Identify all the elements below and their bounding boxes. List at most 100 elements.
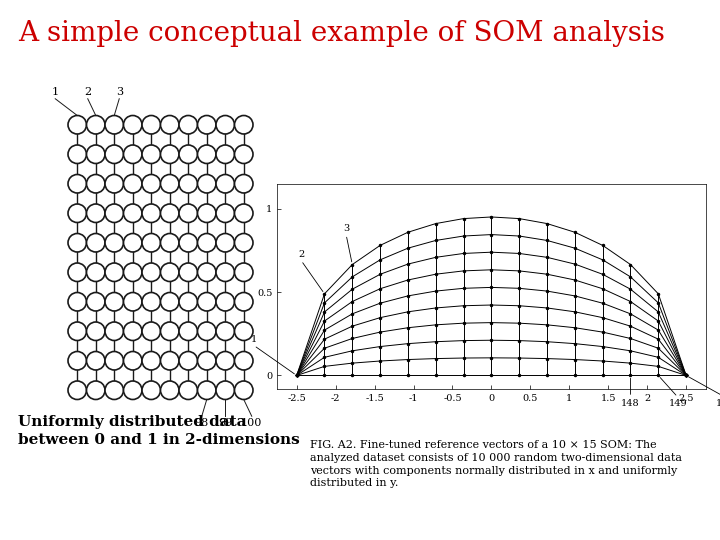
Circle shape <box>179 263 197 281</box>
Text: 3: 3 <box>116 87 123 97</box>
Circle shape <box>161 263 179 281</box>
Circle shape <box>124 322 142 341</box>
Circle shape <box>124 293 142 311</box>
Circle shape <box>179 352 197 370</box>
Circle shape <box>142 116 161 134</box>
Circle shape <box>197 263 216 281</box>
Circle shape <box>235 322 253 341</box>
Circle shape <box>179 293 197 311</box>
Circle shape <box>235 174 253 193</box>
Circle shape <box>179 381 197 400</box>
Circle shape <box>161 233 179 252</box>
Circle shape <box>124 116 142 134</box>
Circle shape <box>197 352 216 370</box>
Circle shape <box>142 233 161 252</box>
Circle shape <box>197 174 216 193</box>
Circle shape <box>161 381 179 400</box>
Circle shape <box>179 204 197 222</box>
Circle shape <box>86 145 105 164</box>
Circle shape <box>68 204 86 222</box>
Circle shape <box>124 352 142 370</box>
Circle shape <box>86 204 105 222</box>
Circle shape <box>197 204 216 222</box>
Circle shape <box>124 145 142 164</box>
Text: 3: 3 <box>343 224 349 233</box>
Circle shape <box>105 233 124 252</box>
Circle shape <box>142 322 161 341</box>
Circle shape <box>105 381 124 400</box>
Circle shape <box>105 145 124 164</box>
Circle shape <box>68 116 86 134</box>
Circle shape <box>235 116 253 134</box>
Circle shape <box>68 293 86 311</box>
Circle shape <box>161 174 179 193</box>
Circle shape <box>142 145 161 164</box>
Circle shape <box>197 116 216 134</box>
Circle shape <box>216 145 235 164</box>
Circle shape <box>68 322 86 341</box>
Circle shape <box>68 174 86 193</box>
Text: A simple conceptual example of SOM analysis: A simple conceptual example of SOM analy… <box>18 20 665 47</box>
Circle shape <box>216 233 235 252</box>
Circle shape <box>235 293 253 311</box>
Circle shape <box>86 233 105 252</box>
Circle shape <box>216 322 235 341</box>
Circle shape <box>124 233 142 252</box>
Circle shape <box>124 381 142 400</box>
Circle shape <box>161 145 179 164</box>
Circle shape <box>124 204 142 222</box>
Circle shape <box>235 263 253 281</box>
Text: FIG. A2. Fine-tuned reference vectors of a 10 × 15 SOM: The
analyzed dataset con: FIG. A2. Fine-tuned reference vectors of… <box>310 440 682 488</box>
Circle shape <box>161 204 179 222</box>
Circle shape <box>105 263 124 281</box>
Circle shape <box>216 293 235 311</box>
Circle shape <box>216 352 235 370</box>
Circle shape <box>161 352 179 370</box>
Circle shape <box>197 145 216 164</box>
Circle shape <box>142 352 161 370</box>
Circle shape <box>161 116 179 134</box>
Circle shape <box>142 174 161 193</box>
Circle shape <box>216 263 235 281</box>
Text: 100: 100 <box>241 418 262 428</box>
Circle shape <box>235 233 253 252</box>
Circle shape <box>86 293 105 311</box>
Circle shape <box>68 145 86 164</box>
Circle shape <box>161 322 179 341</box>
Circle shape <box>68 381 86 400</box>
Circle shape <box>68 233 86 252</box>
Circle shape <box>86 116 105 134</box>
Circle shape <box>105 293 124 311</box>
Text: 99: 99 <box>218 418 233 428</box>
Circle shape <box>105 352 124 370</box>
Circle shape <box>142 381 161 400</box>
Circle shape <box>179 322 197 341</box>
Circle shape <box>216 381 235 400</box>
Circle shape <box>105 116 124 134</box>
Circle shape <box>86 322 105 341</box>
Circle shape <box>86 263 105 281</box>
Circle shape <box>216 174 235 193</box>
Circle shape <box>105 174 124 193</box>
Circle shape <box>235 352 253 370</box>
Text: 2: 2 <box>84 87 91 97</box>
Circle shape <box>142 204 161 222</box>
Circle shape <box>179 233 197 252</box>
Circle shape <box>179 145 197 164</box>
Circle shape <box>68 263 86 281</box>
Text: Uniformly distributed data
between 0 and 1 in 2-dimensions: Uniformly distributed data between 0 and… <box>18 415 300 448</box>
Text: 1: 1 <box>251 335 257 344</box>
Circle shape <box>124 174 142 193</box>
Text: 148: 148 <box>621 399 640 408</box>
Circle shape <box>86 381 105 400</box>
Circle shape <box>142 263 161 281</box>
Circle shape <box>197 233 216 252</box>
Circle shape <box>142 293 161 311</box>
Circle shape <box>197 322 216 341</box>
Circle shape <box>235 204 253 222</box>
Circle shape <box>235 145 253 164</box>
Circle shape <box>216 116 235 134</box>
Text: 1: 1 <box>52 87 59 97</box>
Text: 149: 149 <box>668 399 687 408</box>
Circle shape <box>124 263 142 281</box>
